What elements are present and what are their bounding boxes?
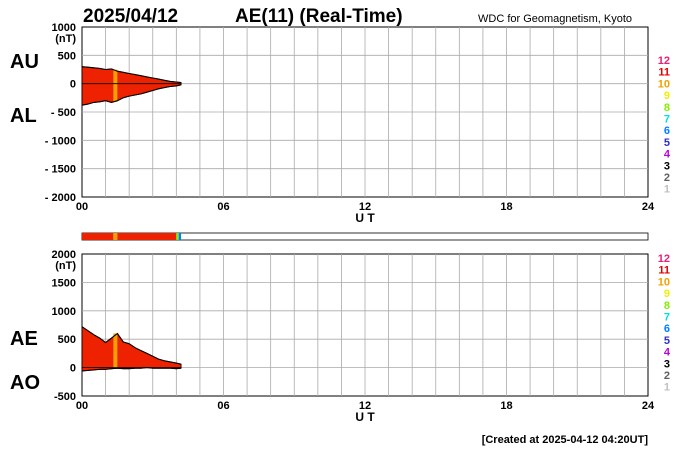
y-axis-unit: (nT) <box>55 260 76 272</box>
level-label: 1 <box>664 184 670 196</box>
date-label: 2025/04/12 <box>83 6 178 27</box>
x-tick-label: 06 <box>217 400 229 412</box>
status-bar-segment <box>117 233 177 240</box>
series-line-ao <box>81 367 182 372</box>
level-label: 12 <box>658 55 670 67</box>
chart-title: AE(11) (Real-Time) <box>235 6 403 27</box>
series-line-au <box>81 66 182 84</box>
x-tick-label: 24 <box>642 201 655 213</box>
x-tick-label: 12 <box>359 201 371 213</box>
level-label: 9 <box>664 288 670 300</box>
ao-label: AO <box>10 372 40 394</box>
level-label: 7 <box>664 114 670 126</box>
level-label: 9 <box>664 90 670 102</box>
level-label: 1 <box>664 382 670 394</box>
x-tick-label: 24 <box>642 400 655 412</box>
level-label: 8 <box>664 102 670 114</box>
x-tick-label: 00 <box>76 400 88 412</box>
source-label: WDC for Geomagnetism, Kyoto <box>478 13 632 25</box>
au-al-panel: 1000 500 0 - 500 - 1000 - 1500 - 2000 (nT) 00 06 1… <box>45 22 655 225</box>
level-label: 11 <box>658 265 670 277</box>
y-tick-label: 2000 <box>52 249 76 261</box>
highlight-band <box>113 333 118 369</box>
x-tick-label: 18 <box>500 201 512 213</box>
x-axis-label: U T <box>355 211 375 225</box>
highlight-band <box>113 69 118 102</box>
y-axis-unit: (nT) <box>55 33 76 45</box>
y-tick-label: -500 <box>54 391 76 403</box>
level-label: 5 <box>664 335 670 347</box>
level-label: 5 <box>664 137 670 149</box>
level-label: 6 <box>664 125 670 137</box>
level-label: 12 <box>658 253 670 265</box>
status-bar-segment <box>82 233 114 240</box>
y-tick-label: 1000 <box>52 22 76 34</box>
y-tick-label: 1000 <box>52 306 76 318</box>
y-tick-label: 0 <box>70 363 76 375</box>
series-line-ae <box>81 326 182 365</box>
created-timestamp: [Created at 2025-04-12 04:20UT] <box>482 434 649 446</box>
level-label: 2 <box>664 370 670 382</box>
level-label: 10 <box>658 78 670 90</box>
level-label: 11 <box>658 67 670 79</box>
ae-ao-panel: 2000 1500 1000 500 0 -500 (nT) 00 06 12 18 24 U T <box>52 249 655 424</box>
ae-label: AE <box>10 328 38 350</box>
y-tick-label: - 2000 <box>45 192 76 204</box>
level-label: 10 <box>658 276 670 288</box>
status-bar-segment <box>113 233 118 240</box>
y-tick-label: 500 <box>58 334 76 346</box>
x-axis-label: U T <box>355 410 375 424</box>
y-tick-label: 0 <box>70 79 76 91</box>
level-label: 8 <box>664 300 670 312</box>
y-tick-label: - 1000 <box>45 135 76 147</box>
level-label: 3 <box>664 160 670 172</box>
level-label: 7 <box>664 312 670 324</box>
x-tick-label: 06 <box>217 201 229 213</box>
y-tick-label: 1500 <box>52 277 76 289</box>
status-bar <box>81 232 649 241</box>
level-label: 4 <box>664 149 671 161</box>
au-label: AU <box>10 51 39 73</box>
y-tick-label: - 500 <box>51 107 76 119</box>
status-bar-segment <box>176 233 179 240</box>
status-bar-segment <box>178 233 182 240</box>
level-label: 3 <box>664 358 670 370</box>
x-tick-label: 12 <box>359 400 371 412</box>
y-tick-label: - 1500 <box>45 164 76 176</box>
y-tick-label: 500 <box>58 50 76 62</box>
level-label: 6 <box>664 323 670 335</box>
x-tick-label: 00 <box>76 201 88 213</box>
series-line-al <box>81 84 182 106</box>
level-label: 4 <box>664 347 671 359</box>
al-label: AL <box>10 105 37 127</box>
x-tick-label: 18 <box>500 400 512 412</box>
level-label: 2 <box>664 172 670 184</box>
